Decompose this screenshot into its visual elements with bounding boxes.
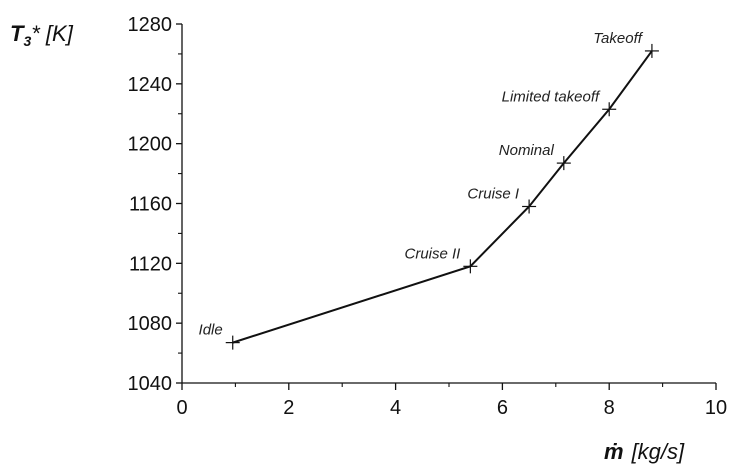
y-axis-suffix: * [K] [31,21,73,46]
y-tick-label: 1080 [128,313,173,335]
x-tick-label: 6 [497,397,508,419]
data-point-label: Nominal [499,142,555,159]
y-tick-label: 1200 [128,134,173,156]
x-tick-label: 10 [705,397,727,419]
labels: Idle Cruise II Cruise I Nominal Limited take… [199,30,644,339]
y-axis-title: T3* [K] [10,21,74,49]
y-tick-label: 1120 [129,253,172,275]
data-point-marker [225,335,240,350]
y-axis-subscript: 3 [23,33,31,49]
axes [181,24,716,384]
y-tick-label: 1160 [129,194,172,216]
x-axis-title: ṁ [kg/s] [604,439,685,464]
series-line [232,50,653,344]
x-tick-label: 8 [604,397,615,419]
y-tick-label: 1280 [128,14,173,36]
data-point-label: Cruise I [467,185,519,202]
data-point-label: Idle [199,322,223,339]
ticks: 1040 1080 1120 1160 1200 1240 1280 0 2 4 6 8 10 [128,14,728,419]
data-point-marker [522,199,537,214]
data-point-label: Takeoff [593,30,643,47]
x-tick-label: 2 [283,397,294,419]
x-axis-symbol: ṁ [604,439,624,464]
x-tick-label: 0 [176,397,187,419]
y-axis-symbol: T [10,21,25,46]
data-point-marker [602,102,617,117]
x-axis-unit: [kg/s] [631,439,685,464]
data-point-label: Cruise II [405,245,461,262]
data-point-marker [463,259,478,274]
data-point-marker [556,156,571,171]
y-tick-label: 1040 [128,373,173,395]
data-point-label: Limited takeoff [502,88,601,105]
x-tick-label: 4 [390,397,401,419]
y-tick-label: 1240 [128,74,173,96]
series [225,43,659,350]
data-point-marker [644,43,659,58]
